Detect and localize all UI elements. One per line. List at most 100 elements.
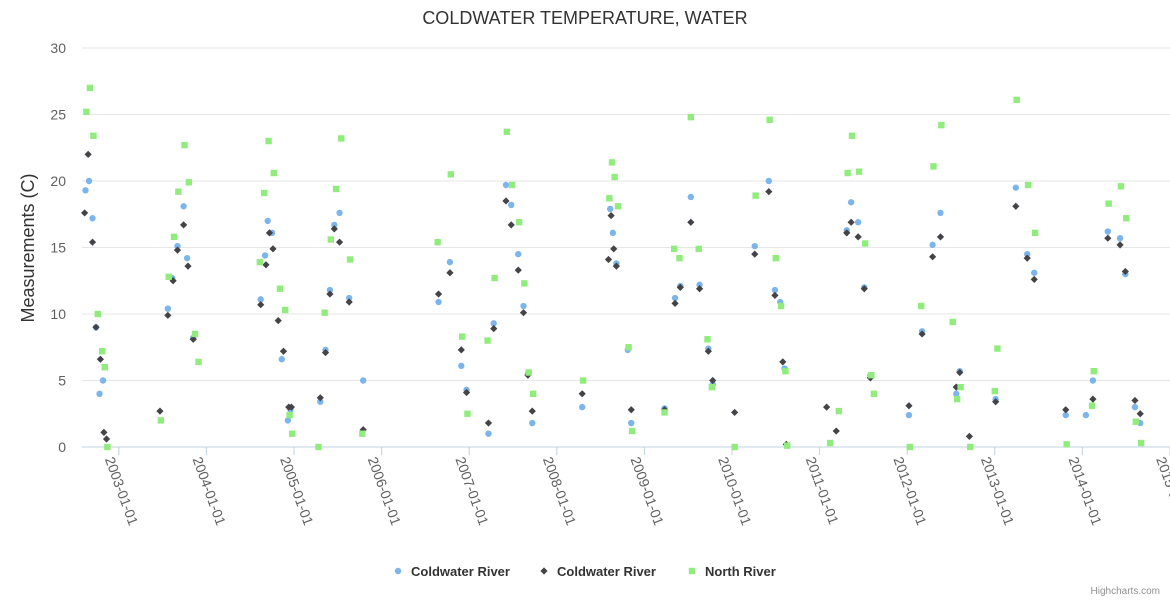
data-point[interactable] bbox=[529, 390, 537, 397]
data-point[interactable] bbox=[338, 135, 345, 142]
data-point[interactable] bbox=[779, 358, 787, 366]
data-point[interactable] bbox=[612, 262, 620, 270]
data-point[interactable] bbox=[578, 403, 586, 411]
data-point[interactable] bbox=[316, 394, 324, 402]
data-point[interactable] bbox=[751, 250, 759, 258]
data-point[interactable] bbox=[952, 383, 960, 391]
data-point[interactable] bbox=[503, 128, 511, 135]
data-point[interactable] bbox=[782, 367, 789, 375]
legend-item-1[interactable]: Coldwater River bbox=[540, 564, 656, 579]
data-point[interactable] bbox=[868, 371, 875, 379]
data-point[interactable] bbox=[823, 403, 831, 411]
data-point[interactable] bbox=[628, 419, 635, 427]
data-point[interactable] bbox=[1082, 411, 1090, 419]
data-point[interactable] bbox=[1031, 269, 1038, 276]
data-point[interactable] bbox=[994, 345, 1001, 352]
data-point[interactable] bbox=[336, 209, 343, 217]
data-point[interactable] bbox=[578, 390, 586, 398]
data-point[interactable] bbox=[279, 347, 288, 355]
data-point[interactable] bbox=[709, 376, 717, 385]
data-point[interactable] bbox=[165, 273, 172, 280]
data-point[interactable] bbox=[180, 221, 188, 229]
data-point[interactable] bbox=[661, 409, 668, 416]
data-point[interactable] bbox=[671, 299, 679, 307]
data-point[interactable] bbox=[515, 219, 523, 226]
data-point[interactable] bbox=[81, 209, 89, 217]
data-point[interactable] bbox=[687, 218, 695, 226]
data-point[interactable] bbox=[708, 383, 716, 391]
data-point[interactable] bbox=[100, 428, 108, 436]
data-point[interactable] bbox=[687, 193, 695, 201]
legend-marker[interactable] bbox=[540, 567, 548, 575]
data-point[interactable] bbox=[957, 383, 964, 391]
data-point[interactable] bbox=[458, 362, 465, 370]
data-point[interactable] bbox=[156, 407, 164, 415]
data-point[interactable] bbox=[92, 323, 100, 331]
data-point[interactable] bbox=[269, 245, 277, 253]
data-point[interactable] bbox=[752, 192, 759, 199]
data-point[interactable] bbox=[937, 209, 944, 217]
data-point[interactable] bbox=[949, 318, 956, 326]
data-point[interactable] bbox=[265, 137, 272, 145]
data-point[interactable] bbox=[695, 245, 702, 253]
data-point[interactable] bbox=[765, 177, 772, 185]
data-point[interactable] bbox=[321, 348, 330, 357]
data-point[interactable] bbox=[289, 430, 296, 437]
data-point[interactable] bbox=[101, 364, 108, 371]
data-point[interactable] bbox=[905, 411, 913, 419]
data-point[interactable] bbox=[502, 181, 510, 189]
data-point[interactable] bbox=[1104, 234, 1112, 242]
data-point[interactable] bbox=[330, 225, 338, 233]
data-point[interactable] bbox=[1137, 439, 1145, 447]
data-point[interactable] bbox=[528, 407, 536, 415]
credits-link[interactable]: Highcharts.com bbox=[1091, 586, 1160, 597]
data-point[interactable] bbox=[462, 388, 471, 397]
data-point[interactable] bbox=[180, 203, 187, 210]
data-point[interactable] bbox=[1116, 234, 1124, 242]
data-point[interactable] bbox=[870, 390, 878, 397]
data-point[interactable] bbox=[525, 369, 532, 376]
data-point[interactable] bbox=[606, 195, 613, 202]
data-point[interactable] bbox=[847, 199, 855, 206]
data-point[interactable] bbox=[608, 159, 616, 166]
data-point[interactable] bbox=[315, 443, 322, 451]
data-point[interactable] bbox=[515, 250, 522, 258]
data-point[interactable] bbox=[771, 286, 779, 294]
data-point[interactable] bbox=[321, 309, 328, 316]
data-point[interactable] bbox=[731, 408, 739, 417]
data-point[interactable] bbox=[953, 390, 960, 397]
legend-item-0[interactable]: Coldwater River bbox=[394, 564, 510, 579]
data-point[interactable] bbox=[82, 187, 89, 194]
data-point[interactable] bbox=[751, 242, 758, 250]
data-point[interactable] bbox=[264, 217, 271, 225]
data-point[interactable] bbox=[930, 163, 937, 170]
data-point[interactable] bbox=[855, 168, 863, 175]
data-point[interactable] bbox=[777, 302, 785, 310]
data-point[interactable] bbox=[332, 185, 340, 193]
data-point[interactable] bbox=[1012, 184, 1020, 191]
data-point[interactable] bbox=[1116, 241, 1124, 249]
data-point[interactable] bbox=[446, 258, 454, 266]
data-point[interactable] bbox=[1132, 418, 1140, 425]
data-point[interactable] bbox=[157, 417, 165, 424]
data-point[interactable] bbox=[1136, 410, 1144, 418]
data-point[interactable] bbox=[514, 266, 522, 274]
data-point[interactable] bbox=[832, 427, 840, 435]
data-point[interactable] bbox=[854, 233, 862, 241]
data-point[interactable] bbox=[1023, 254, 1031, 262]
data-point[interactable] bbox=[529, 419, 536, 427]
data-point[interactable] bbox=[256, 258, 264, 266]
data-point[interactable] bbox=[579, 377, 587, 384]
data-point[interactable] bbox=[276, 285, 284, 292]
data-point[interactable] bbox=[704, 336, 711, 343]
data-point[interactable] bbox=[847, 218, 855, 226]
data-point[interactable] bbox=[331, 221, 338, 229]
data-point[interactable] bbox=[844, 169, 851, 177]
data-point[interactable] bbox=[843, 229, 851, 237]
data-point[interactable] bbox=[938, 121, 945, 129]
data-point[interactable] bbox=[104, 443, 111, 451]
data-point[interactable] bbox=[490, 320, 497, 327]
data-point[interactable] bbox=[771, 291, 779, 299]
data-point[interactable] bbox=[519, 309, 528, 317]
data-point[interactable] bbox=[183, 254, 191, 262]
